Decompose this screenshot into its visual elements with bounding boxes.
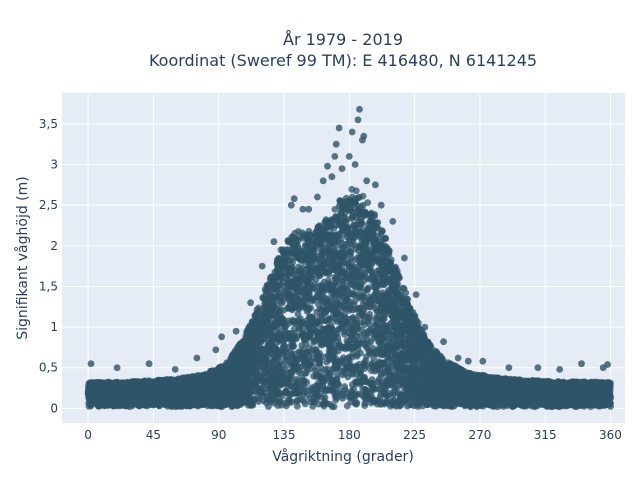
chart-title: År 1979 - 2019 — [283, 30, 403, 49]
data-point — [343, 402, 351, 410]
data-point — [349, 257, 357, 264]
data-point — [323, 358, 330, 366]
chart-subtitle: Koordinat (Sweref 99 TM): E 416480, N 61… — [149, 51, 537, 70]
data-points — [84, 105, 614, 411]
data-point — [295, 263, 302, 271]
